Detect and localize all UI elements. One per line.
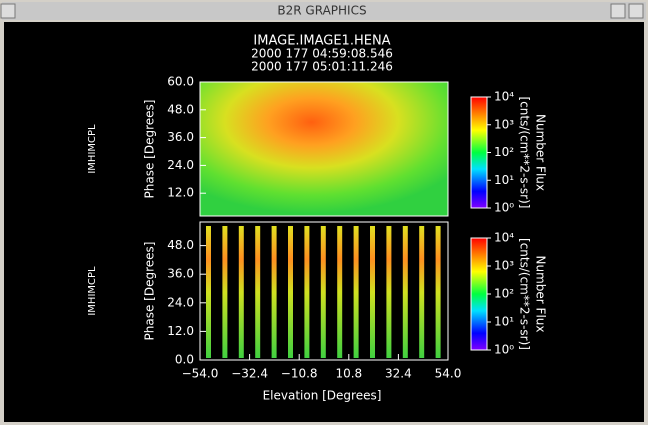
x-tick-label: −10.8 bbox=[281, 367, 318, 381]
plot-frame bbox=[199, 221, 449, 361]
y-tick-label: 0.0 bbox=[175, 353, 194, 367]
colorbar-tick-label: 10¹ bbox=[494, 315, 514, 329]
colorbar-tick-label: 10⁴ bbox=[494, 231, 514, 245]
y-tick-label: 24.0 bbox=[167, 158, 194, 172]
y-axis-label: Phase [Degrees] bbox=[143, 100, 157, 199]
window-title: B2R GRAPHICS bbox=[277, 4, 366, 18]
x-tick-label: −32.4 bbox=[231, 367, 268, 381]
colorbar-tick-label: 10² bbox=[494, 145, 514, 159]
colorbar-title: Number Flux bbox=[534, 256, 548, 333]
menu-button[interactable] bbox=[0, 3, 16, 19]
x-tick-label: 54.0 bbox=[435, 367, 462, 381]
colorbar-units: [cnts/(cm**2-s-sr)] bbox=[518, 97, 532, 209]
colorbar bbox=[470, 96, 488, 209]
stripe bbox=[304, 226, 310, 358]
start-time: 2000 177 04:59:08.546 bbox=[251, 47, 393, 61]
x-tick-label: 32.4 bbox=[385, 367, 412, 381]
stripe bbox=[337, 226, 343, 358]
y-tick-label: 36.0 bbox=[167, 130, 194, 144]
stripe bbox=[320, 226, 326, 358]
colorbar-tick-label: 10³ bbox=[494, 117, 514, 131]
heatmap bbox=[200, 82, 448, 216]
side-label: IMHIMCPL bbox=[87, 124, 98, 174]
stripe bbox=[271, 226, 277, 358]
stripe bbox=[255, 226, 261, 358]
y-tick-label: 12.0 bbox=[167, 186, 194, 200]
x-tick-label: 10.8 bbox=[335, 367, 362, 381]
y-axis-label: Phase [Degrees] bbox=[143, 242, 157, 341]
y-tick-label: 24.0 bbox=[167, 295, 194, 309]
colorbar-units: [cnts/(cm**2-s-sr)] bbox=[518, 238, 532, 350]
stripe bbox=[435, 226, 441, 358]
y-tick-label: 48.0 bbox=[167, 238, 194, 252]
colorbar-tick-label: 10³ bbox=[494, 259, 514, 273]
y-tick-label: 60.0 bbox=[167, 75, 194, 89]
y-tick-label: 48.0 bbox=[167, 102, 194, 116]
end-time: 2000 177 05:01:11.246 bbox=[251, 60, 393, 74]
plot-frame bbox=[199, 81, 449, 217]
x-tick-label: −54.0 bbox=[182, 367, 219, 381]
title-bar bbox=[2, 2, 646, 20]
stripe bbox=[206, 226, 211, 358]
stripe bbox=[419, 226, 425, 358]
x-axis-label: Elevation [Degrees] bbox=[263, 389, 382, 403]
side-label: IMHIMCPL bbox=[87, 266, 98, 316]
figure-title: IMAGE.IMAGE1.HENA bbox=[253, 34, 390, 49]
colorbar-tick-label: 10² bbox=[494, 287, 514, 301]
colorbar-title: Number Flux bbox=[534, 114, 548, 191]
minimize-button[interactable] bbox=[610, 3, 626, 19]
colorbar-tick-label: 10⁰ bbox=[494, 343, 514, 357]
stripe bbox=[288, 226, 293, 358]
close-button[interactable] bbox=[628, 3, 644, 19]
stripe bbox=[222, 226, 228, 358]
stripe bbox=[238, 226, 244, 358]
colorbar-tick-label: 10¹ bbox=[494, 173, 514, 187]
stripe bbox=[386, 226, 392, 358]
stripe bbox=[353, 226, 359, 358]
y-tick-label: 12.0 bbox=[167, 324, 194, 338]
colorbar bbox=[470, 237, 488, 351]
colorbar-tick-label: 10⁴ bbox=[494, 90, 514, 104]
stripe bbox=[370, 226, 375, 358]
colorbar-tick-label: 10⁰ bbox=[494, 201, 514, 215]
y-tick-label: 36.0 bbox=[167, 267, 194, 281]
stripe bbox=[402, 226, 408, 358]
